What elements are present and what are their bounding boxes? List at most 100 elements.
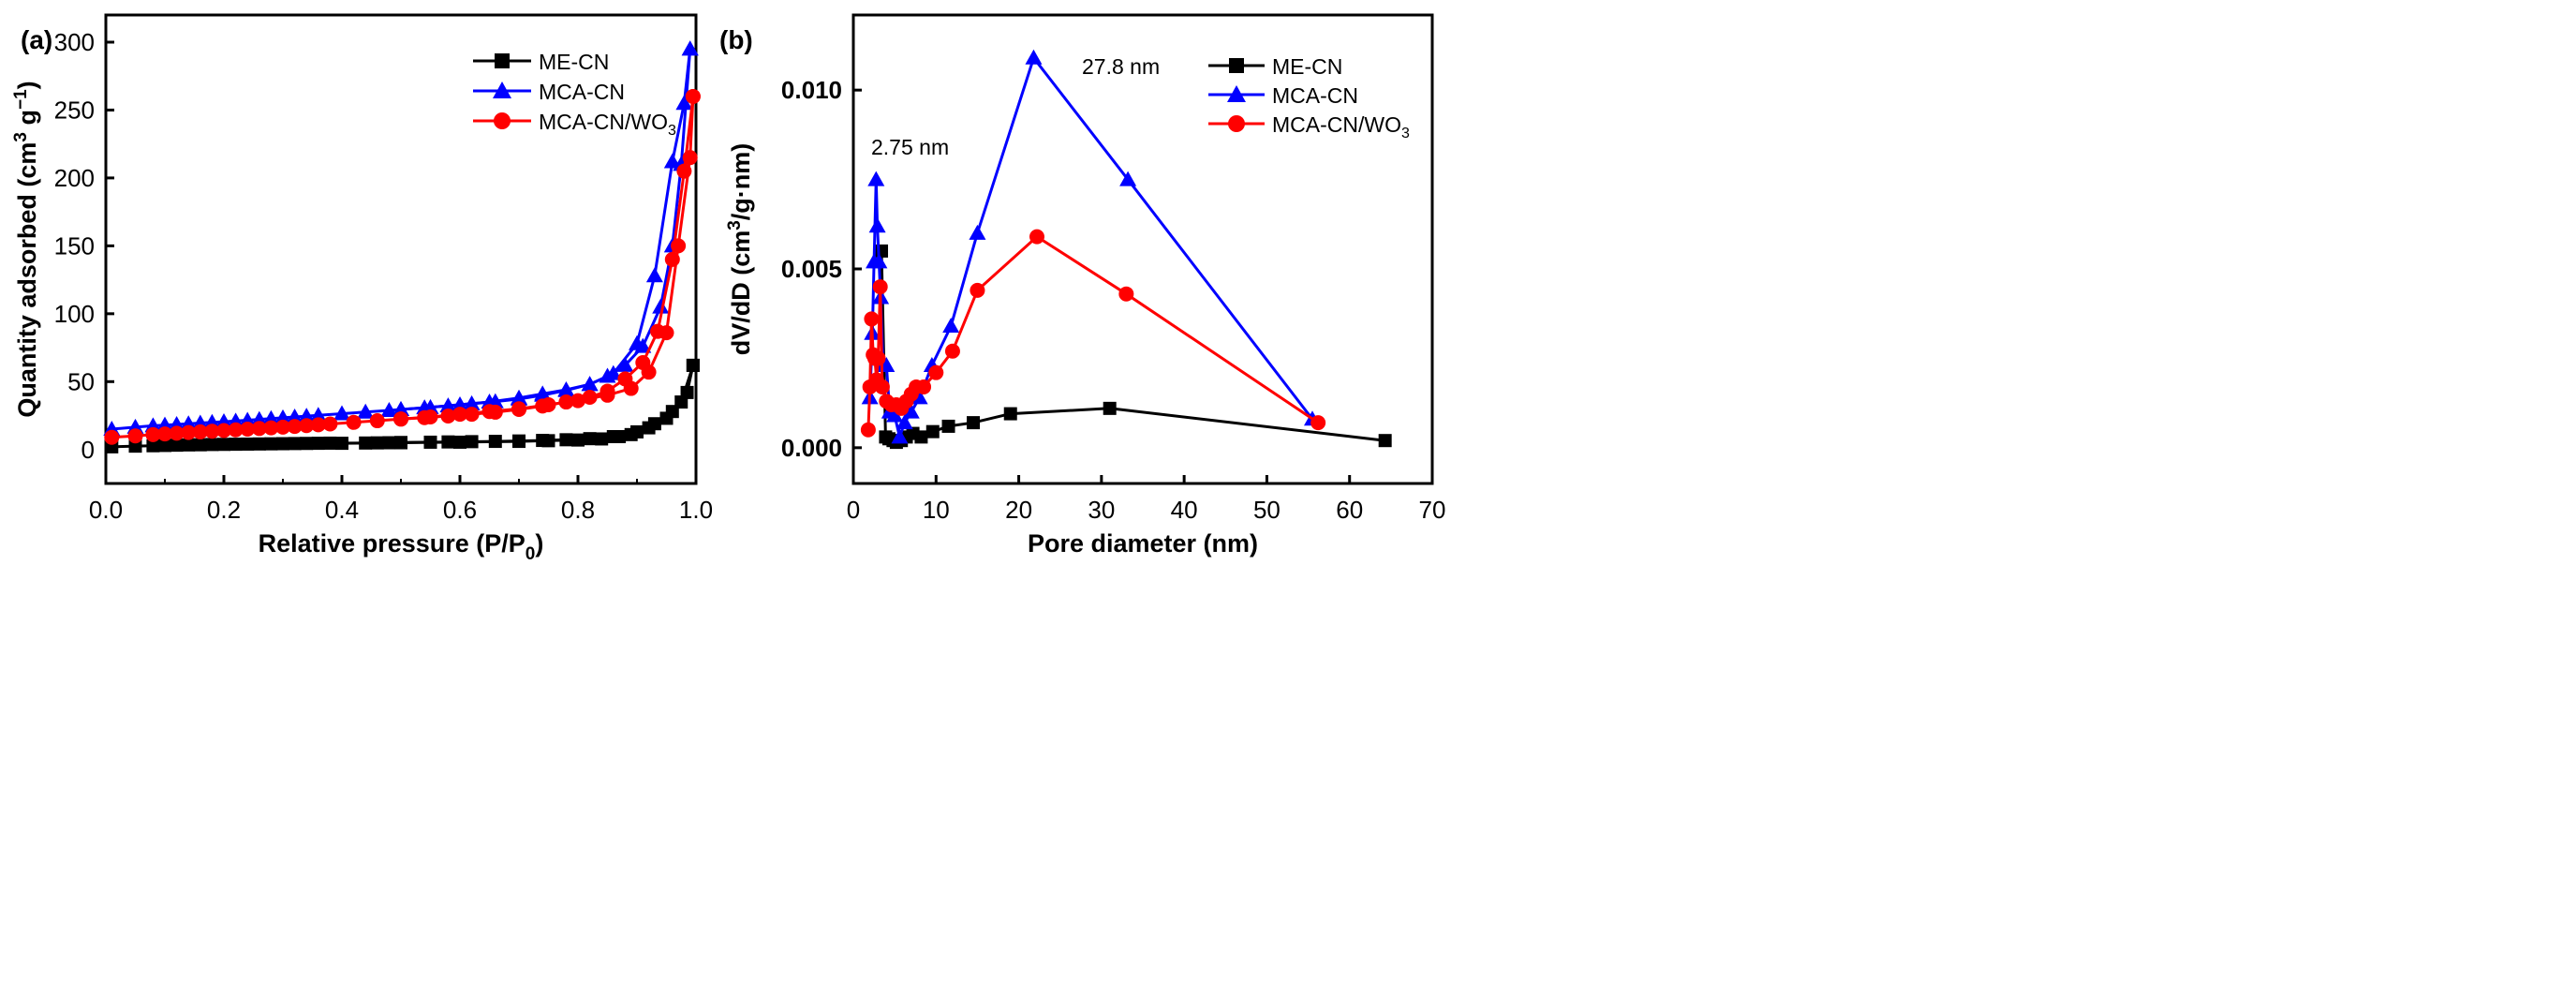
data-point — [217, 438, 230, 452]
panel-a-adsorption-isotherm: 0.0 0.2 0.4 0.6 0.8 1.0 0 50 100 150 200 250 300 (a… — [11, 13, 713, 564]
data-point — [928, 364, 944, 380]
data-point — [169, 425, 185, 441]
data-point — [886, 407, 904, 423]
data-point — [557, 381, 575, 396]
x-tick-label: 0 — [847, 496, 860, 524]
data-point — [182, 438, 196, 452]
series-me-cn — [105, 358, 700, 453]
data-point — [604, 364, 622, 380]
data-point — [685, 88, 701, 104]
data-point — [228, 422, 244, 438]
panel-b-label: (b) — [719, 25, 753, 54]
data-point — [104, 429, 120, 445]
x-tick-label: 60 — [1336, 496, 1363, 524]
data-point — [127, 428, 143, 444]
data-point — [665, 405, 679, 419]
data-point — [394, 436, 407, 450]
data-point — [896, 414, 913, 430]
data-point — [286, 408, 303, 424]
data-point — [969, 224, 986, 240]
data-point — [250, 410, 268, 426]
legend-label: MCA-CN/WO3 — [1272, 112, 1410, 141]
x-tick-label: 10 — [923, 496, 950, 524]
data-point — [274, 409, 291, 424]
data-point — [902, 403, 920, 419]
data-point — [942, 318, 960, 334]
data-point — [380, 402, 398, 418]
desorption-branch-line — [400, 49, 692, 411]
data-point — [275, 419, 290, 435]
x-tick-label: 0.6 — [443, 496, 477, 524]
data-point — [680, 385, 694, 399]
data-point — [346, 414, 362, 430]
data-point — [870, 350, 886, 366]
data-point — [309, 407, 327, 423]
data-point — [540, 396, 556, 412]
data-point — [422, 398, 439, 414]
series-mca-cn-wo3 — [860, 229, 1326, 438]
x-tick-label: 1.0 — [679, 496, 713, 524]
data-point — [452, 407, 467, 423]
series-me-cn — [875, 244, 1392, 450]
data-point — [663, 153, 681, 169]
data-point — [910, 389, 928, 405]
panel-b-x-axis-title: Pore diameter (nm) — [1028, 529, 1258, 557]
data-point — [1103, 401, 1117, 415]
data-point — [322, 416, 338, 432]
y-tick-label: 300 — [54, 28, 95, 56]
x-tick-label: 0.2 — [207, 496, 241, 524]
data-point — [870, 253, 888, 269]
data-point — [264, 437, 278, 451]
panel-a-y-axis: 0 50 100 150 200 250 300 — [54, 28, 114, 464]
y-tick-label: 0.005 — [781, 255, 842, 283]
data-point — [193, 438, 207, 452]
data-point — [276, 437, 289, 451]
data-point — [868, 217, 886, 233]
data-point — [298, 408, 316, 424]
y-tick-label: 0 — [81, 436, 95, 464]
adsorption-branch-line — [111, 49, 692, 431]
data-point — [511, 389, 527, 405]
data-point — [128, 439, 142, 453]
x-tick-label: 0.4 — [325, 496, 359, 524]
data-point — [170, 439, 184, 453]
panel-a-legend: ME-CN MCA-CN MCA-CN/WO3 — [473, 50, 676, 139]
data-point — [860, 422, 876, 438]
legend-marker-square — [495, 53, 510, 68]
x-tick-label: 0.8 — [561, 496, 595, 524]
data-point — [251, 421, 267, 437]
data-point — [970, 282, 985, 298]
series-mca-cn-wo3 — [104, 88, 701, 445]
data-point — [916, 379, 932, 394]
data-point — [534, 385, 552, 401]
data-point — [204, 424, 220, 439]
data-point — [241, 437, 255, 451]
data-point — [288, 437, 302, 451]
data-point — [333, 405, 350, 421]
data-point — [570, 393, 585, 409]
data-point — [357, 403, 375, 419]
annotation-27-8-nm: 27.8 nm — [1082, 54, 1160, 79]
data-point — [392, 401, 409, 417]
data-point — [1025, 49, 1043, 65]
y-tick-label: 200 — [54, 164, 95, 192]
data-point — [369, 413, 385, 429]
data-point — [623, 380, 639, 396]
data-point — [867, 171, 885, 186]
panel-b-pore-size-distribution: 0 10 20 30 40 50 60 70 0.000 0.005 0.010 (b) Pore… — [719, 13, 1445, 557]
data-point — [512, 435, 526, 449]
y-tick-label: 250 — [54, 96, 95, 124]
data-point — [453, 435, 466, 449]
legend-item-mca-cn-wo3: MCA-CN/WO3 — [1208, 112, 1410, 141]
data-point — [240, 422, 256, 438]
data-point — [925, 424, 940, 439]
data-point — [941, 419, 955, 433]
legend-item-mca-cn: MCA-CN — [1208, 83, 1358, 108]
data-point — [647, 417, 661, 431]
legend-label: MCA-CN/WO3 — [539, 110, 676, 139]
y-tick-label: 50 — [67, 367, 95, 395]
data-point — [891, 428, 909, 444]
data-point — [205, 438, 219, 452]
data-point — [1003, 407, 1017, 421]
data-point — [914, 430, 928, 444]
